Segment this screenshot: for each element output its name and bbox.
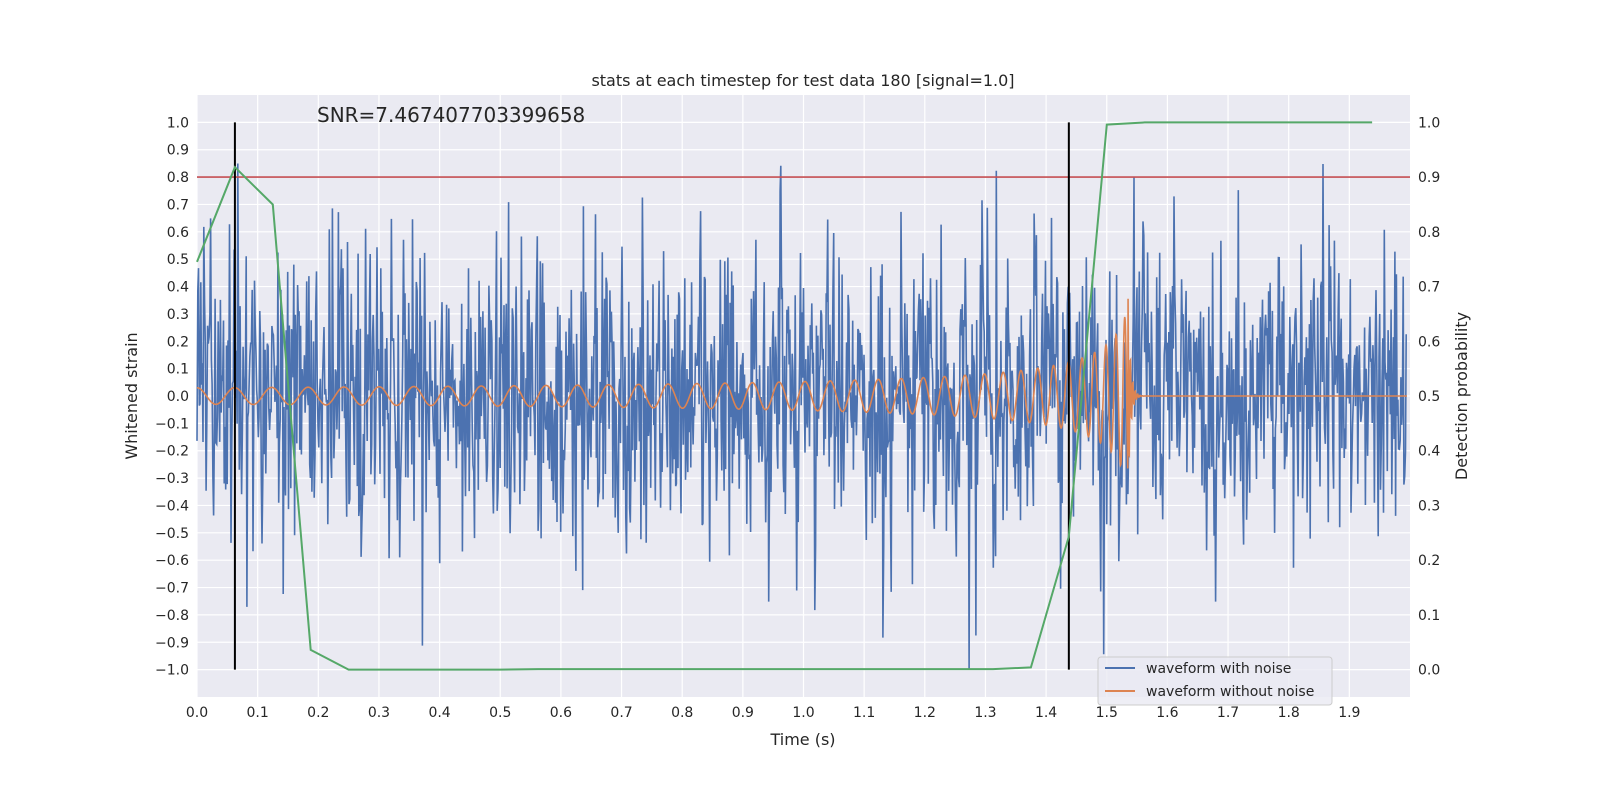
y-tick-label: 0.5 [167, 252, 189, 268]
y-tick-label: 0.8 [167, 170, 189, 186]
x-tick-label: 1.5 [1096, 705, 1118, 721]
x-tick-label: 1.6 [1156, 705, 1178, 721]
legend-label-noise: waveform with noise [1146, 661, 1291, 677]
x-tick-label: 0.6 [550, 705, 572, 721]
x-tick-label: 0.5 [489, 705, 511, 721]
x-tick-label: 1.8 [1278, 705, 1300, 721]
y2-tick-label: 0.0 [1418, 663, 1440, 679]
x-tick-label: 0.3 [368, 705, 390, 721]
y2-tick-label: 0.5 [1418, 389, 1440, 405]
x-axis-label: Time (s) [769, 730, 835, 749]
y2-tick-label: 0.6 [1418, 334, 1440, 350]
y-tick-label: 0.9 [167, 143, 189, 159]
y-tick-label: 0.6 [167, 225, 189, 241]
chart-title: stats at each timestep for test data 180… [591, 71, 1014, 90]
x-tick-label: 0.0 [186, 705, 208, 721]
y2-tick-label: 0.2 [1418, 553, 1440, 569]
x-tick-label: 1.9 [1338, 705, 1360, 721]
y-tick-label: 0.1 [167, 362, 189, 378]
y2-tick-label: 0.7 [1418, 280, 1440, 296]
x-tick-label: 0.1 [247, 705, 269, 721]
x-tick-label: 1.0 [792, 705, 814, 721]
y-tick-label: −0.1 [155, 416, 189, 432]
y-tick-label: 0.4 [167, 280, 189, 296]
x-tick-label: 1.2 [914, 705, 936, 721]
legend: waveform with noise waveform without noi… [1098, 657, 1332, 705]
y-tick-label: −1.0 [155, 663, 189, 679]
x-tick-label: 1.3 [974, 705, 996, 721]
y-tick-label: −0.7 [155, 581, 189, 597]
x-tick-labels: 0.0 0.1 0.2 0.3 0.4 0.5 0.6 0.7 0.8 0.9 1.0 1.1 1.2 1… [186, 705, 1361, 721]
y2-tick-label: 0.8 [1418, 225, 1440, 241]
y-tick-label: 0.2 [167, 334, 189, 350]
y-tick-label: −0.4 [155, 498, 189, 514]
x-tick-label: 0.9 [732, 705, 754, 721]
x-tick-label: 0.7 [610, 705, 632, 721]
y-tick-label: 0.7 [167, 197, 189, 213]
x-tick-label: 0.4 [428, 705, 450, 721]
y-tick-label: −0.6 [155, 553, 189, 569]
y2-tick-labels: 1.0 0.9 0.8 0.7 0.6 0.5 0.4 0.3 0.2 0.1 0.0 [1418, 115, 1440, 678]
x-tick-label: 1.4 [1035, 705, 1057, 721]
x-tick-label: 0.8 [671, 705, 693, 721]
x-tick-label: 0.2 [307, 705, 329, 721]
y-tick-label: −0.8 [155, 608, 189, 624]
y-axis-label: Whitened strain [122, 332, 141, 459]
snr-annotation: SNR=7.467407703399658 [317, 103, 585, 127]
y-tick-label: −0.9 [155, 635, 189, 651]
y-tick-label: 1.0 [167, 115, 189, 131]
y-tick-label: 0.0 [167, 389, 189, 405]
y2-tick-label: 1.0 [1418, 115, 1440, 131]
y-tick-label: −0.2 [155, 444, 189, 460]
x-tick-label: 1.1 [853, 705, 875, 721]
y-tick-label: 0.3 [167, 307, 189, 323]
y2-tick-label: 0.4 [1418, 444, 1440, 460]
legend-label-clean: waveform without noise [1146, 684, 1314, 700]
y-tick-label: −0.5 [155, 526, 189, 542]
y2-tick-label: 0.3 [1418, 498, 1440, 514]
x-tick-label: 1.7 [1217, 705, 1239, 721]
y2-tick-label: 0.9 [1418, 170, 1440, 186]
y-tick-label: −0.3 [155, 471, 189, 487]
y2-tick-label: 0.1 [1418, 608, 1440, 624]
y-tick-labels: 1.0 0.9 0.8 0.7 0.6 0.5 0.4 0.3 0.2 0.1 0.0 −0.1 −0.… [155, 115, 189, 678]
y2-axis-label: Detection probability [1452, 312, 1471, 480]
